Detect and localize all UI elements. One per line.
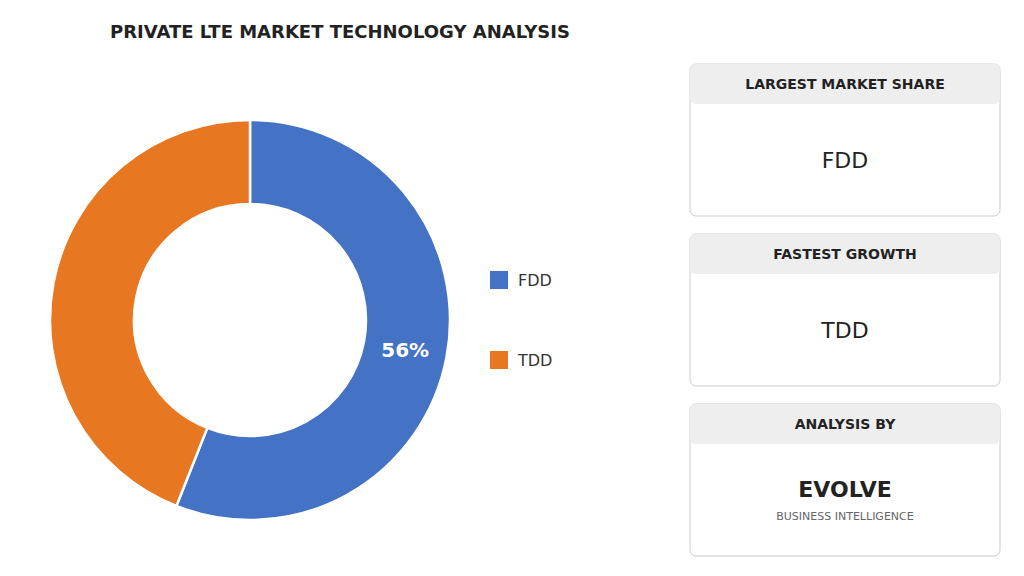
donut: 56% [50, 120, 450, 520]
chart-title: PRIVATE LTE MARKET TECHNOLOGY ANALYSIS [110, 21, 570, 42]
legend-label: FDD [518, 271, 552, 290]
legend-item: FDD [490, 271, 552, 290]
legend-swatch [490, 271, 508, 289]
info-box: ANALYSIS BY EVOLVE BUSINESS INTELLIGENCE [690, 404, 1000, 556]
info-box-frame [690, 234, 1000, 386]
info-box-title: FASTEST GROWTH [773, 246, 916, 262]
info-box-frame [690, 404, 1000, 556]
data-label: 56% [381, 338, 429, 362]
legend-label: TDD [517, 351, 552, 370]
info-box-text: BUSINESS INTELLIGENCE [776, 510, 913, 523]
info-box-frame [690, 64, 1000, 216]
info-box: LARGEST MARKET SHARE FDD [690, 64, 1000, 216]
info-box: FASTEST GROWTH TDD [690, 234, 1000, 386]
info-box-text: EVOLVE [798, 477, 891, 502]
legend: FDD TDD [490, 271, 552, 370]
info-box-header [690, 64, 1000, 104]
donut-slice [50, 120, 250, 506]
chart-root: PRIVATE LTE MARKET TECHNOLOGY ANALYSIS 56… [0, 0, 1024, 576]
info-box-text: FDD [822, 148, 869, 173]
legend-swatch [490, 351, 508, 369]
legend-item: TDD [490, 351, 552, 370]
info-box-text: TDD [820, 318, 868, 343]
info-box-title: ANALYSIS BY [795, 416, 896, 432]
info-box-header [690, 234, 1000, 274]
info-box-header [690, 404, 1000, 444]
info-box-title: LARGEST MARKET SHARE [745, 76, 944, 92]
